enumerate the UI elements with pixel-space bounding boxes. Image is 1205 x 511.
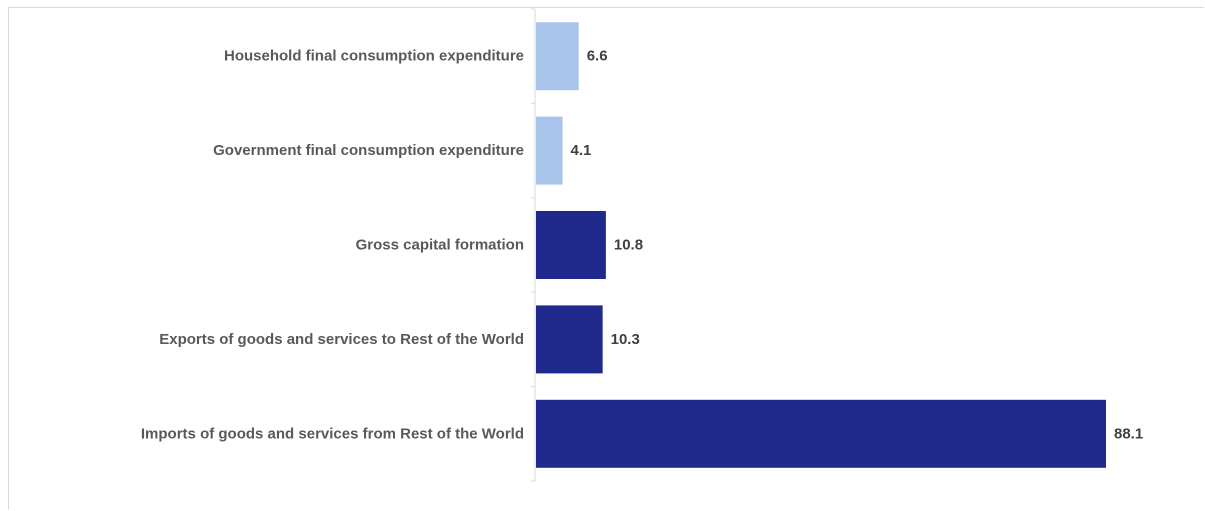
category-labels: Household final consumption expenditure G… [141, 48, 524, 443]
value-label: 88.1 [1114, 425, 1143, 442]
axis-ticks [531, 8, 535, 482]
category-label: Imports of goods and services from Rest … [141, 425, 524, 442]
bar [536, 399, 1106, 468]
value-label: 6.6 [587, 48, 608, 65]
bar [536, 22, 579, 91]
category-label: Government final consumption expenditure [213, 142, 524, 159]
value-label: 10.3 [611, 331, 640, 348]
value-labels: 6.6 4.1 10.8 10.3 88.1 [571, 48, 1144, 443]
bar [536, 305, 603, 374]
category-label: Gross capital formation [356, 237, 524, 254]
value-label: 4.1 [571, 142, 592, 159]
category-label: Exports of goods and services to Rest of… [159, 331, 524, 348]
bar [536, 211, 606, 279]
category-label: Household final consumption expenditure [224, 48, 524, 65]
value-label: 10.8 [614, 237, 643, 254]
bars-layer [536, 22, 1106, 468]
bar [536, 116, 563, 185]
